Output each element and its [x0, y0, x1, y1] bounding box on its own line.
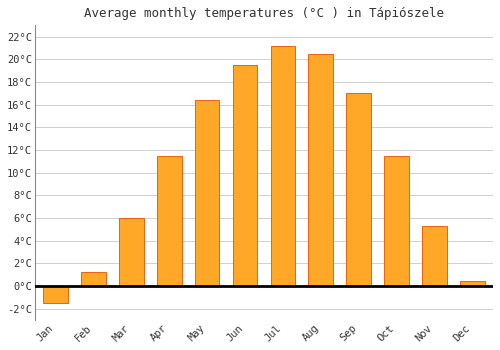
- Bar: [81, 272, 106, 286]
- Bar: [232, 65, 258, 286]
- Bar: [346, 93, 371, 286]
- Bar: [270, 46, 295, 286]
- Bar: [195, 100, 220, 286]
- Bar: [119, 218, 144, 286]
- Bar: [157, 156, 182, 286]
- Bar: [43, 286, 68, 303]
- Bar: [422, 226, 446, 286]
- Bar: [460, 281, 484, 286]
- Bar: [384, 156, 409, 286]
- Bar: [308, 54, 333, 286]
- Title: Average monthly temperatures (°C ) in Tápiószele: Average monthly temperatures (°C ) in Tá…: [84, 7, 444, 20]
